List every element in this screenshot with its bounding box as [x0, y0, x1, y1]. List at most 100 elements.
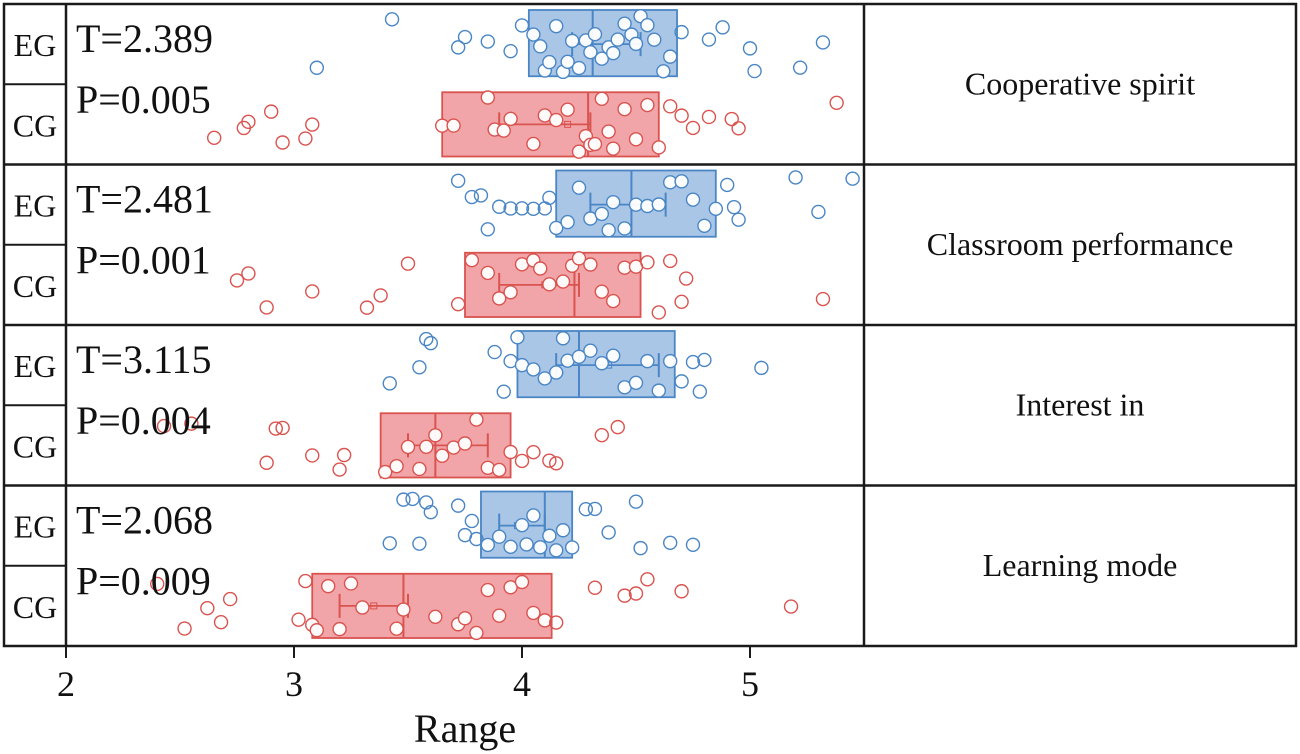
data-point [480, 537, 495, 553]
data-point [571, 180, 587, 195]
data-point [268, 421, 283, 436]
data-point [845, 171, 860, 186]
eg-group-label: EG [14, 27, 57, 63]
data-point [533, 39, 548, 54]
data-point [663, 99, 678, 114]
panel-label: Classroom performance [927, 226, 1234, 262]
eg-box-group-2 [450, 169, 860, 238]
panel-1: EG CG T=2.389 P=0.005 Cooperative spirit [13, 8, 1195, 159]
data-point [640, 255, 655, 270]
data-point [594, 284, 609, 299]
data-point [206, 130, 222, 146]
data-point [674, 374, 689, 389]
data-point [640, 353, 655, 369]
eg-group-label: EG [14, 348, 57, 384]
data-point [332, 621, 347, 637]
data-point [450, 40, 466, 55]
data-point [412, 536, 427, 551]
data-point [731, 121, 746, 136]
data-point [492, 199, 507, 214]
data-point [594, 206, 609, 222]
data-point [788, 170, 803, 185]
panels-layer: EG CG T=2.389 P=0.005 Cooperative spirit EG CG… [13, 8, 1234, 641]
data-point [321, 578, 336, 594]
data-point [457, 611, 473, 626]
data-point [469, 625, 484, 641]
data-point [496, 384, 511, 399]
data-point [450, 498, 466, 513]
data-point [685, 192, 701, 207]
frame-layer [2, 2, 1298, 648]
data-point [428, 428, 443, 443]
data-point [480, 265, 495, 281]
cg-group-label: CG [13, 268, 57, 304]
cg-group-label: CG [13, 589, 57, 625]
data-point [373, 288, 388, 303]
data-point [419, 495, 434, 510]
data-point [514, 18, 530, 33]
data-point [457, 436, 473, 451]
data-point [396, 602, 411, 617]
data-point [405, 491, 420, 507]
data-point [571, 251, 587, 266]
data-point [587, 501, 603, 517]
data-point [754, 360, 769, 376]
data-point [606, 348, 621, 363]
data-point [811, 204, 826, 220]
data-point [640, 572, 655, 587]
panel-label: Interest in [1016, 386, 1145, 422]
data-point [305, 448, 320, 463]
data-point [701, 32, 717, 47]
data-point [503, 43, 518, 59]
data-point [594, 51, 609, 66]
data-point [533, 261, 548, 276]
data-point [464, 513, 480, 529]
cg-group-label: CG [13, 107, 57, 143]
data-point [606, 141, 621, 156]
data-point [697, 218, 712, 233]
data-point [606, 45, 621, 61]
data-point [583, 257, 598, 272]
x-axis-label: Range [414, 706, 516, 751]
data-point [610, 32, 625, 47]
data-point [241, 266, 256, 281]
p-value: P=0.001 [76, 238, 211, 283]
data-point [555, 523, 571, 538]
data-point [587, 26, 603, 42]
data-point [628, 36, 644, 52]
data-point [564, 33, 580, 49]
data-point [332, 462, 347, 477]
data-point [601, 525, 616, 540]
data-point [526, 201, 541, 217]
data-point [464, 189, 480, 205]
eg-box-group-1 [309, 8, 831, 80]
data-point [555, 331, 571, 346]
data-point [423, 504, 438, 520]
data-point [412, 360, 427, 375]
data-point [815, 291, 831, 307]
data-point [359, 300, 375, 315]
data-point [674, 174, 689, 189]
panel-2: EG CG T=2.481 P=0.001 Classroom performance [13, 169, 1234, 320]
data-point [829, 95, 844, 110]
data-point [213, 614, 229, 630]
data-point [747, 63, 762, 79]
data-point [583, 44, 598, 60]
data-point [601, 223, 616, 238]
data-point [594, 91, 609, 107]
data-point [480, 582, 495, 598]
data-point [275, 420, 290, 436]
data-point [378, 464, 393, 480]
data-point [628, 586, 644, 601]
data-point [549, 18, 564, 34]
eg-points [382, 491, 701, 558]
data-point [571, 60, 587, 76]
data-point [651, 197, 666, 212]
data-point [519, 537, 534, 552]
data-point [610, 419, 625, 435]
data-point [685, 354, 701, 370]
data-point [542, 277, 557, 292]
data-point [450, 173, 466, 188]
p-value: P=0.004 [76, 398, 211, 443]
data-point [783, 599, 799, 614]
